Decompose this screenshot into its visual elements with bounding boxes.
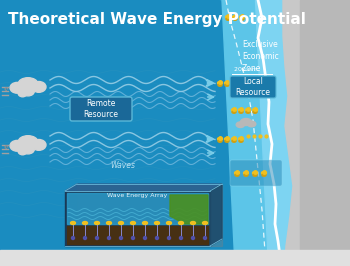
Ellipse shape <box>167 222 172 225</box>
Ellipse shape <box>154 222 160 225</box>
Ellipse shape <box>234 172 239 174</box>
Ellipse shape <box>244 174 248 176</box>
Ellipse shape <box>231 81 237 85</box>
Ellipse shape <box>225 15 231 19</box>
Ellipse shape <box>224 138 230 140</box>
Ellipse shape <box>22 87 34 96</box>
Ellipse shape <box>32 139 46 150</box>
Ellipse shape <box>232 140 236 142</box>
Text: Wave Energy Array: Wave Energy Array <box>107 193 168 197</box>
Ellipse shape <box>252 172 258 174</box>
Ellipse shape <box>71 236 75 239</box>
Text: Exclusive
Economic
Zone: Exclusive Economic Zone <box>242 40 279 73</box>
Ellipse shape <box>238 138 244 140</box>
Ellipse shape <box>239 140 243 142</box>
Polygon shape <box>255 0 292 266</box>
FancyBboxPatch shape <box>230 160 282 186</box>
Ellipse shape <box>224 81 230 85</box>
Ellipse shape <box>32 81 46 92</box>
Ellipse shape <box>203 236 206 239</box>
Ellipse shape <box>94 222 99 225</box>
Ellipse shape <box>239 84 243 86</box>
Ellipse shape <box>18 148 27 155</box>
Ellipse shape <box>18 136 38 148</box>
Ellipse shape <box>119 236 122 239</box>
FancyBboxPatch shape <box>70 97 132 121</box>
FancyBboxPatch shape <box>230 76 276 98</box>
Ellipse shape <box>18 78 38 90</box>
Text: Theoretical Wave Energy Potential: Theoretical Wave Energy Potential <box>8 12 306 27</box>
Ellipse shape <box>190 222 196 225</box>
Ellipse shape <box>247 121 256 127</box>
Ellipse shape <box>244 172 248 174</box>
Ellipse shape <box>155 236 159 239</box>
Ellipse shape <box>218 84 222 86</box>
Bar <box>0 250 350 266</box>
Polygon shape <box>67 226 208 244</box>
Text: 200 nm: 200 nm <box>234 67 258 72</box>
Ellipse shape <box>168 236 170 239</box>
Ellipse shape <box>22 145 34 154</box>
Ellipse shape <box>142 222 147 225</box>
Ellipse shape <box>253 174 257 176</box>
Ellipse shape <box>253 111 257 113</box>
Ellipse shape <box>232 111 236 113</box>
Ellipse shape <box>217 138 223 140</box>
Ellipse shape <box>238 81 244 85</box>
Ellipse shape <box>10 140 25 151</box>
Ellipse shape <box>131 222 135 225</box>
Ellipse shape <box>232 15 238 19</box>
Ellipse shape <box>107 236 111 239</box>
Polygon shape <box>65 191 210 246</box>
Ellipse shape <box>218 140 222 142</box>
Polygon shape <box>222 0 268 266</box>
Polygon shape <box>300 0 350 266</box>
Polygon shape <box>170 195 208 224</box>
Ellipse shape <box>119 222 124 225</box>
Ellipse shape <box>236 122 245 127</box>
Polygon shape <box>67 193 208 224</box>
Ellipse shape <box>245 109 251 111</box>
Ellipse shape <box>240 18 244 20</box>
Ellipse shape <box>226 18 230 20</box>
Ellipse shape <box>240 118 252 126</box>
Ellipse shape <box>180 236 182 239</box>
Text: Remote
Resource: Remote Resource <box>84 99 119 119</box>
Ellipse shape <box>144 236 147 239</box>
Ellipse shape <box>225 84 229 86</box>
Polygon shape <box>210 184 222 246</box>
Ellipse shape <box>191 236 195 239</box>
Ellipse shape <box>10 82 25 93</box>
Ellipse shape <box>132 236 134 239</box>
Ellipse shape <box>106 222 112 225</box>
Ellipse shape <box>203 222 208 225</box>
Polygon shape <box>220 0 350 66</box>
Ellipse shape <box>83 222 88 225</box>
Ellipse shape <box>239 15 245 19</box>
Ellipse shape <box>178 222 183 225</box>
Ellipse shape <box>217 81 223 85</box>
Ellipse shape <box>262 174 266 176</box>
Ellipse shape <box>231 109 237 111</box>
Ellipse shape <box>96 236 98 239</box>
Ellipse shape <box>246 111 250 113</box>
Ellipse shape <box>225 140 229 142</box>
Ellipse shape <box>70 222 76 225</box>
Ellipse shape <box>238 109 244 111</box>
Polygon shape <box>65 184 222 191</box>
Polygon shape <box>283 0 350 266</box>
Ellipse shape <box>18 90 27 97</box>
Ellipse shape <box>261 172 266 174</box>
Ellipse shape <box>233 18 237 20</box>
Ellipse shape <box>231 138 237 140</box>
Text: Waves: Waves <box>110 161 135 171</box>
Ellipse shape <box>235 174 239 176</box>
Ellipse shape <box>239 111 243 113</box>
Polygon shape <box>77 184 222 246</box>
Ellipse shape <box>252 109 258 111</box>
Ellipse shape <box>232 84 236 86</box>
Text: Local
Resource: Local Resource <box>236 77 271 97</box>
Ellipse shape <box>84 236 86 239</box>
